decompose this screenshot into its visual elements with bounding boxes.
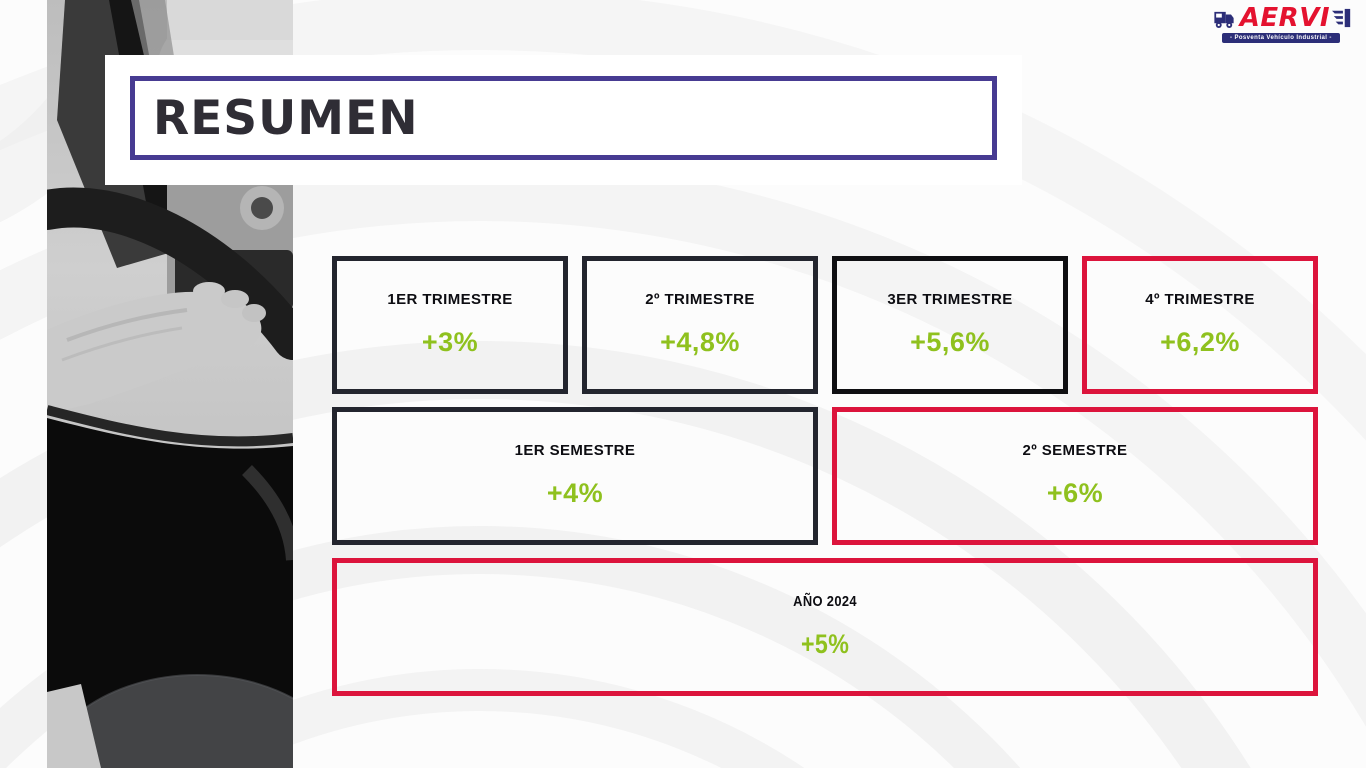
card-value: +6% [1046,478,1104,508]
card-label: 2º TRIMESTRE [645,291,755,308]
brand-name: AERVI [1239,3,1330,33]
brand-logo: AERVI - Posventa Vehículo Industrial - [1210,5,1352,43]
card-quarter-3: 3ER TRIMESTRE +5,6% [832,256,1068,394]
logo-stripes-icon [1332,8,1351,28]
card-label: 2º SEMESTRE [1022,442,1128,459]
card-semester-1: 1ER SEMESTRE +4% [332,407,818,545]
card-label: 1ER SEMESTRE [514,442,636,459]
card-label: AÑO 2024 [793,593,857,610]
title-band: RESUMEN [105,55,1022,185]
card-value: +4% [546,478,604,508]
card-value: +6,2% [1160,327,1240,357]
card-value: +4,8% [660,327,740,357]
card-quarter-2: 2º TRIMESTRE +4,8% [582,256,818,394]
brand-tagline: - Posventa Vehículo Industrial - [1221,33,1340,43]
card-quarter-4: 4º TRIMESTRE +6,2% [1082,256,1318,394]
title-box: RESUMEN [130,76,997,160]
truck-icon [1214,11,1234,28]
card-label: 3ER TRIMESTRE [887,291,1013,308]
page-title: RESUMEN [153,90,419,146]
card-label: 4º TRIMESTRE [1145,291,1255,308]
card-year-2024: AÑO 2024 +5% [332,558,1318,696]
card-quarter-1: 1ER TRIMESTRE +3% [332,256,568,394]
card-label: 1ER TRIMESTRE [387,291,513,308]
card-semester-2: 2º SEMESTRE +6% [832,407,1318,545]
card-value: +3% [421,327,479,357]
card-value: +5,6% [910,327,990,357]
card-value: +5% [800,629,850,659]
stats-grid: 1ER TRIMESTRE +3% 2º TRIMESTRE +4,8% 3ER… [332,256,1318,696]
